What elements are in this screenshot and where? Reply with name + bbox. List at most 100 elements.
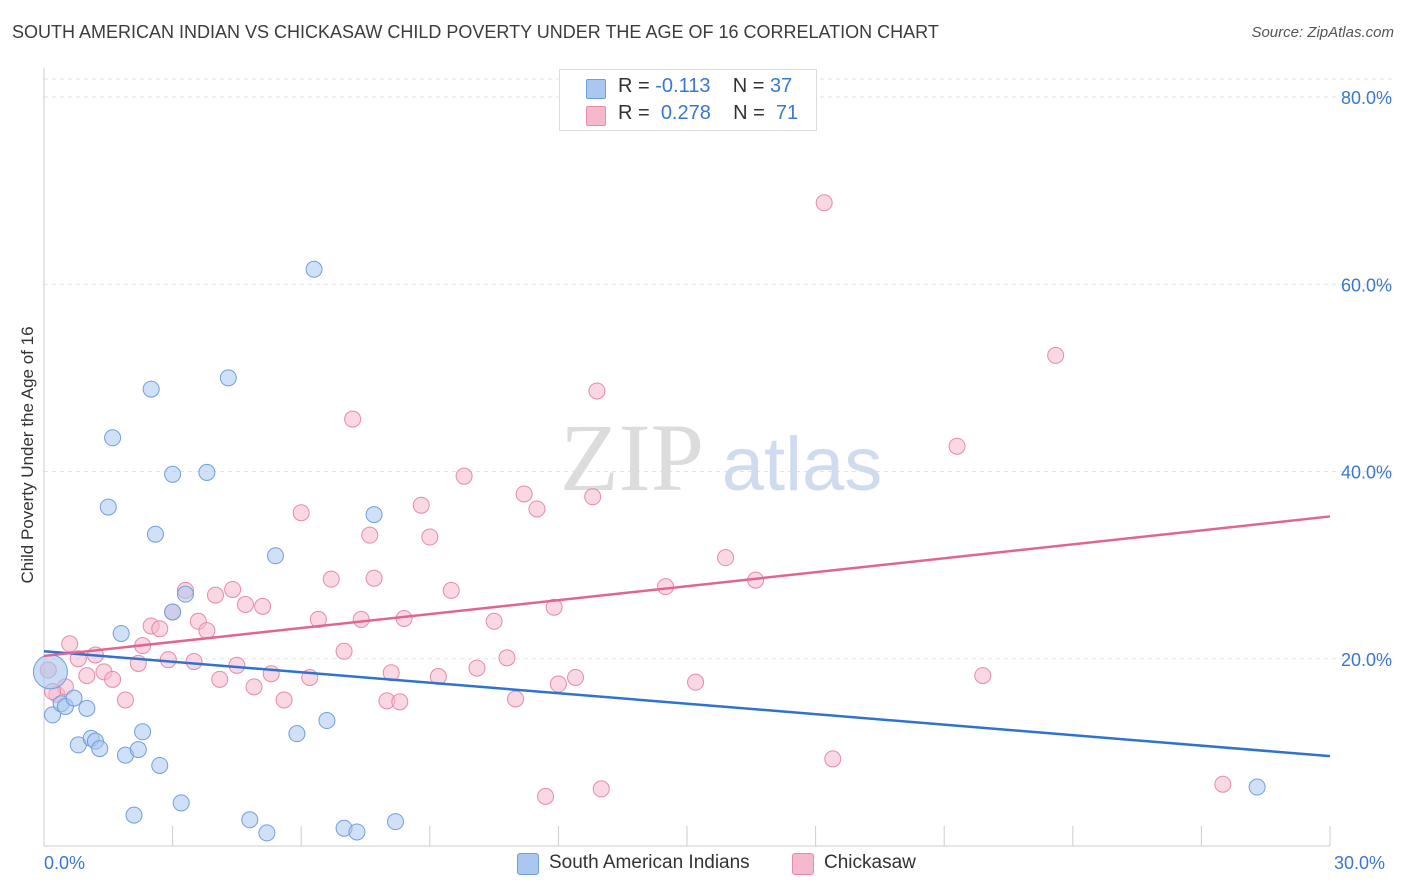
- data-point-chickasaw: [104, 670, 122, 688]
- data-point-chickasaw: [185, 653, 203, 671]
- data-point-chickasaw: [468, 659, 486, 677]
- data-point-chickasaw: [515, 485, 533, 503]
- bottom-legend-label: Chickasaw: [824, 852, 916, 873]
- y-tick-label: 60.0%: [1341, 275, 1392, 295]
- data-point-chickasaw: [335, 642, 353, 660]
- watermark-atlas: atlas: [722, 422, 883, 507]
- data-point-chickasaw: [545, 598, 563, 616]
- legend-swatch-blue: [586, 79, 606, 99]
- data-point-chickasaw: [211, 670, 229, 688]
- data-point-chickasaw: [567, 668, 585, 686]
- data-point-chickasaw: [717, 549, 735, 567]
- data-point-south-american-indians: [151, 756, 169, 774]
- data-point-chickasaw: [151, 620, 169, 638]
- data-point-chickasaw: [421, 528, 439, 546]
- data-point-south-american-indians: [241, 811, 259, 829]
- data-point-chickasaw: [537, 787, 555, 805]
- data-point-chickasaw: [365, 569, 383, 587]
- data-point-south-american-indians: [219, 369, 237, 387]
- data-point-south-american-indians: [134, 723, 152, 741]
- legend-r-label: R =: [618, 102, 650, 124]
- data-point-chickasaw: [815, 194, 833, 212]
- data-point-chickasaw: [442, 581, 460, 599]
- data-point-chickasaw: [412, 496, 430, 514]
- data-point-chickasaw: [455, 467, 473, 485]
- data-point-chickasaw: [245, 678, 263, 696]
- data-point-chickasaw: [507, 690, 525, 708]
- y-tick-label: 40.0%: [1341, 463, 1392, 483]
- x-tick-label-end: 30.0%: [1334, 853, 1386, 873]
- data-point-south-american-indians: [348, 823, 366, 841]
- data-point-chickasaw: [116, 691, 134, 709]
- data-point-south-american-indians: [172, 794, 190, 812]
- data-point-chickasaw: [485, 612, 503, 630]
- y-tick-label: 80.0%: [1341, 88, 1392, 108]
- legend-r-value: -0.113: [655, 75, 711, 97]
- data-point-chickasaw: [592, 780, 610, 798]
- trend-line-south-american-indians: [43, 650, 1331, 758]
- data-point-south-american-indians: [365, 506, 383, 524]
- data-point-chickasaw: [198, 622, 216, 640]
- chart-title: SOUTH AMERICAN INDIAN VS CHICKASAW CHILD…: [12, 22, 939, 42]
- x-tick-label-start: 0.0%: [44, 853, 86, 873]
- data-point-chickasaw: [361, 526, 379, 544]
- data-point-chickasaw: [588, 382, 606, 400]
- data-point-south-american-indians: [65, 689, 83, 707]
- bottom-legend-swatch-pink: [792, 853, 814, 875]
- data-point-south-american-indians: [125, 806, 143, 824]
- bottom-legend-swatch-blue: [517, 853, 539, 875]
- axes: [43, 68, 1331, 847]
- correlation-legend: R = -0.113 N = 37 R = 0.278 N = 71: [559, 69, 817, 131]
- bottom-legend-label: South American Indians: [549, 852, 750, 873]
- data-point-south-american-indians: [258, 824, 276, 842]
- data-point-south-american-indians: [32, 654, 68, 690]
- data-point-south-american-indians: [1248, 778, 1266, 796]
- data-point-chickasaw: [498, 649, 516, 667]
- data-point-chickasaw: [236, 595, 254, 613]
- data-point-south-american-indians: [44, 706, 62, 724]
- data-point-chickasaw: [948, 437, 966, 455]
- data-point-chickasaw: [528, 500, 546, 518]
- grid-lines: [44, 78, 1392, 660]
- data-point-chickasaw: [206, 586, 224, 604]
- legend-n-value: 71: [775, 102, 799, 124]
- data-point-south-american-indians: [78, 699, 96, 717]
- data-point-south-american-indians: [288, 725, 306, 743]
- data-point-chickasaw: [224, 580, 242, 598]
- data-point-chickasaw: [584, 488, 602, 506]
- data-point-chickasaw: [344, 410, 362, 428]
- data-point-chickasaw: [549, 675, 567, 693]
- data-point-chickasaw: [391, 693, 409, 711]
- legend-n-value: 37: [769, 75, 793, 97]
- trend-line-chickasaw: [43, 515, 1331, 658]
- data-point-south-american-indians: [198, 463, 216, 481]
- watermark-zip: ZIP: [560, 404, 704, 511]
- data-point-south-american-indians: [99, 498, 117, 516]
- y-tick-label: 20.0%: [1341, 650, 1392, 670]
- data-point-south-american-indians: [112, 624, 130, 642]
- data-point-south-american-indians: [387, 813, 405, 831]
- data-point-chickasaw: [824, 750, 842, 768]
- data-point-chickasaw: [61, 635, 79, 653]
- data-point-south-american-indians: [266, 547, 284, 565]
- y-axis-label: Child Poverty Under the Age of 16: [18, 326, 37, 584]
- source-label: Source: ZipAtlas.com: [1251, 24, 1394, 41]
- data-point-chickasaw: [322, 570, 340, 588]
- data-point-south-american-indians: [318, 712, 336, 730]
- zipatlas-watermark: ZIP atlas: [560, 404, 882, 511]
- data-point-south-american-indians: [91, 740, 109, 758]
- data-point-south-american-indians: [176, 585, 194, 603]
- data-point-chickasaw: [254, 597, 272, 615]
- data-point-south-american-indians: [104, 429, 122, 447]
- data-point-chickasaw: [1214, 775, 1232, 793]
- data-point-chickasaw: [1047, 346, 1065, 364]
- series-south-american-indians-points: [32, 260, 1266, 842]
- legend-r-label: R =: [618, 75, 650, 97]
- data-point-chickasaw: [78, 667, 96, 685]
- data-point-chickasaw: [352, 610, 370, 628]
- legend-n-label: N =: [732, 75, 765, 97]
- data-point-chickasaw: [974, 667, 992, 685]
- y-tick-labels: 20.0% 40.0% 60.0% 80.0%: [1341, 88, 1392, 670]
- data-point-south-american-indians: [164, 465, 182, 483]
